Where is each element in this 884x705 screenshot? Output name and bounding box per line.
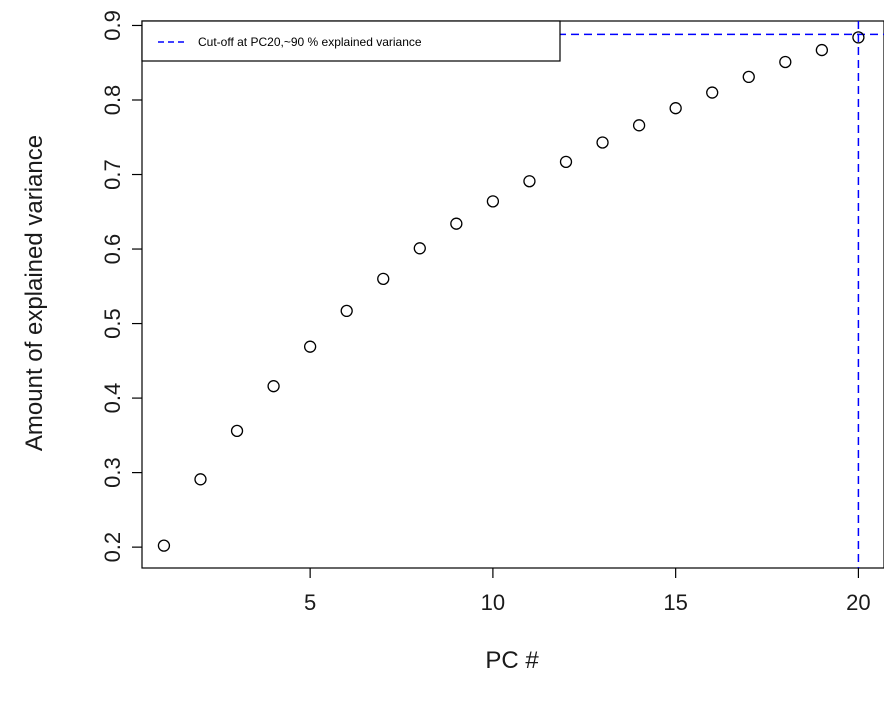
data-point xyxy=(230,424,244,438)
y-tick-label: 0.3 xyxy=(100,457,125,488)
data-point xyxy=(706,86,719,99)
y-tick-label: 0.2 xyxy=(100,532,125,563)
data-points xyxy=(157,31,865,552)
plot-area xyxy=(141,20,884,569)
data-point xyxy=(340,304,353,318)
x-tick-label: 20 xyxy=(846,590,870,615)
data-point xyxy=(450,217,463,230)
data-point xyxy=(413,242,426,255)
legend-box xyxy=(141,20,561,62)
legend-entry-label: Cut-off at PC20,~90 % explained variance xyxy=(198,35,422,49)
x-tick-label: 15 xyxy=(663,590,687,615)
y-axis-label: Amount of explained variance xyxy=(21,135,48,451)
data-point xyxy=(596,136,609,149)
data-point xyxy=(779,55,792,69)
data-point xyxy=(523,175,536,188)
data-point xyxy=(194,473,207,486)
data-point xyxy=(157,539,171,552)
legend: Cut-off at PC20,~90 % explained variance xyxy=(141,20,561,62)
y-tick-label: 0.9 xyxy=(100,10,125,41)
data-point xyxy=(742,70,755,84)
x-axis-label: PC # xyxy=(485,647,539,674)
data-point xyxy=(669,102,682,115)
axes: 5 10 15 20 0.2 0.3 0.4 0.5 0.6 0.7 0.8 0.9 xyxy=(100,10,871,615)
y-tick-label: 0.5 xyxy=(100,308,125,339)
x-tick-label: 5 xyxy=(304,590,316,615)
x-tick-label: 10 xyxy=(481,590,505,615)
y-tick-label: 0.6 xyxy=(100,234,125,265)
y-tick-label: 0.4 xyxy=(100,383,125,414)
data-point xyxy=(852,31,865,44)
data-point xyxy=(377,272,390,286)
data-point xyxy=(267,380,280,393)
data-point xyxy=(632,119,646,132)
data-point xyxy=(303,340,317,353)
y-tick-label: 0.8 xyxy=(100,85,125,116)
y-tick-label: 0.7 xyxy=(100,159,125,190)
data-point xyxy=(486,195,500,208)
plot-frame xyxy=(141,20,884,569)
data-point xyxy=(559,155,573,168)
data-point xyxy=(815,43,829,57)
